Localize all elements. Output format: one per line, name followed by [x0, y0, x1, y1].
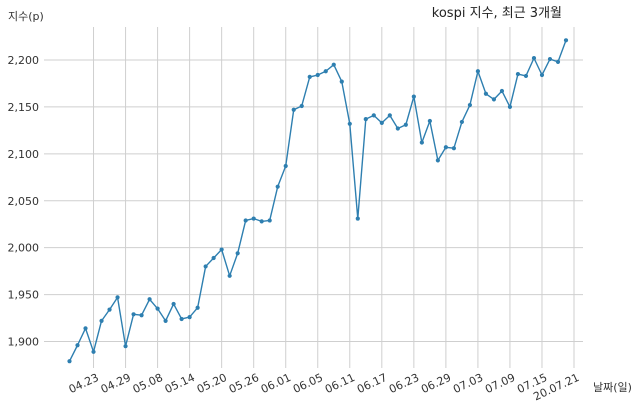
y-tick-label: 2,000 — [8, 242, 40, 255]
x-tick-label: 06.11 — [323, 371, 357, 396]
chart-title: kospi 지수, 최근 3개월 — [432, 6, 562, 21]
x-tick-label: 07.03 — [451, 371, 485, 396]
data-point — [347, 121, 352, 126]
data-point — [379, 120, 384, 125]
data-point — [299, 103, 304, 109]
data-point — [307, 74, 312, 79]
x-tick-label: 06.23 — [387, 371, 421, 396]
data-point — [523, 73, 529, 79]
data-point — [315, 72, 320, 78]
data-point — [419, 140, 424, 145]
data-point — [459, 119, 464, 125]
x-axis-ticks: 04.2304.2905.0805.1405.2005.2606.0106.05… — [67, 371, 582, 403]
x-tick-label: 05.14 — [163, 371, 197, 396]
x-tick-label: 05.08 — [131, 371, 165, 396]
data-point — [539, 72, 545, 78]
data-point — [475, 69, 481, 74]
data-point — [371, 113, 376, 118]
data-point — [211, 255, 216, 261]
data-point — [195, 305, 200, 310]
data-point — [139, 313, 144, 318]
data-point — [547, 56, 553, 62]
data-point — [107, 307, 112, 312]
data-point — [435, 158, 440, 163]
data-point — [403, 122, 408, 127]
x-tick-label: 07.09 — [483, 371, 517, 396]
data-point — [267, 218, 272, 223]
data-point — [507, 104, 513, 110]
series-kospi — [67, 38, 569, 364]
data-point — [387, 113, 392, 118]
data-point — [515, 71, 521, 77]
data-point — [291, 107, 296, 112]
data-point — [411, 94, 416, 99]
data-point — [323, 69, 328, 74]
data-point — [123, 344, 128, 349]
data-point — [427, 118, 432, 124]
y-tick-label: 2,150 — [8, 101, 40, 114]
x-tick-label: 06.01 — [259, 371, 293, 396]
y-tick-label: 1,900 — [8, 336, 40, 349]
data-point — [331, 62, 336, 67]
data-point — [395, 126, 400, 131]
x-tick-label: 06.17 — [355, 371, 389, 396]
data-point — [443, 145, 448, 150]
data-point — [67, 359, 72, 364]
x-tick-label: 06.29 — [419, 371, 453, 396]
data-point — [275, 184, 280, 189]
data-point — [219, 247, 224, 252]
data-point — [147, 297, 152, 302]
data-point — [483, 91, 489, 96]
data-point — [491, 97, 497, 102]
data-point — [171, 301, 176, 307]
x-axis-title: 날짜(일) — [593, 380, 632, 394]
data-point — [355, 216, 360, 221]
x-tick-label: 04.23 — [67, 371, 101, 396]
data-point — [115, 295, 120, 300]
x-tick-label: 04.29 — [99, 371, 133, 396]
data-point — [155, 306, 160, 311]
data-point — [259, 219, 264, 224]
data-point — [179, 316, 184, 322]
data-point — [251, 216, 256, 221]
data-point — [187, 315, 192, 320]
y-tick-label: 1,950 — [8, 289, 40, 302]
data-point — [499, 88, 505, 94]
data-point — [75, 343, 80, 348]
x-tick-label: 05.20 — [195, 371, 229, 396]
y-axis-title: 지수(p) — [8, 10, 44, 23]
data-point — [235, 251, 240, 256]
data-point — [227, 273, 232, 278]
data-point — [339, 79, 344, 84]
data-point — [131, 312, 136, 317]
data-point — [283, 163, 288, 169]
y-tick-label: 2,200 — [8, 54, 40, 67]
x-tick-label: 05.26 — [227, 371, 261, 396]
data-point — [467, 102, 473, 108]
grid — [44, 27, 583, 368]
data-point — [555, 59, 561, 64]
data-point — [99, 318, 104, 323]
data-point — [203, 264, 208, 269]
data-point — [563, 38, 569, 43]
data-point — [83, 326, 88, 331]
y-tick-label: 2,050 — [8, 195, 40, 208]
x-tick-label: 06.05 — [291, 371, 325, 396]
data-point — [163, 318, 168, 323]
data-point — [451, 146, 456, 151]
data-point — [363, 117, 368, 122]
y-axis-ticks: 1,900 1,950 2,000 2,050 2,100 2,150 2,200 — [8, 54, 40, 349]
data-point — [243, 218, 248, 223]
y-tick-label: 2,100 — [8, 148, 40, 161]
data-point — [531, 56, 537, 61]
data-point — [91, 349, 96, 354]
